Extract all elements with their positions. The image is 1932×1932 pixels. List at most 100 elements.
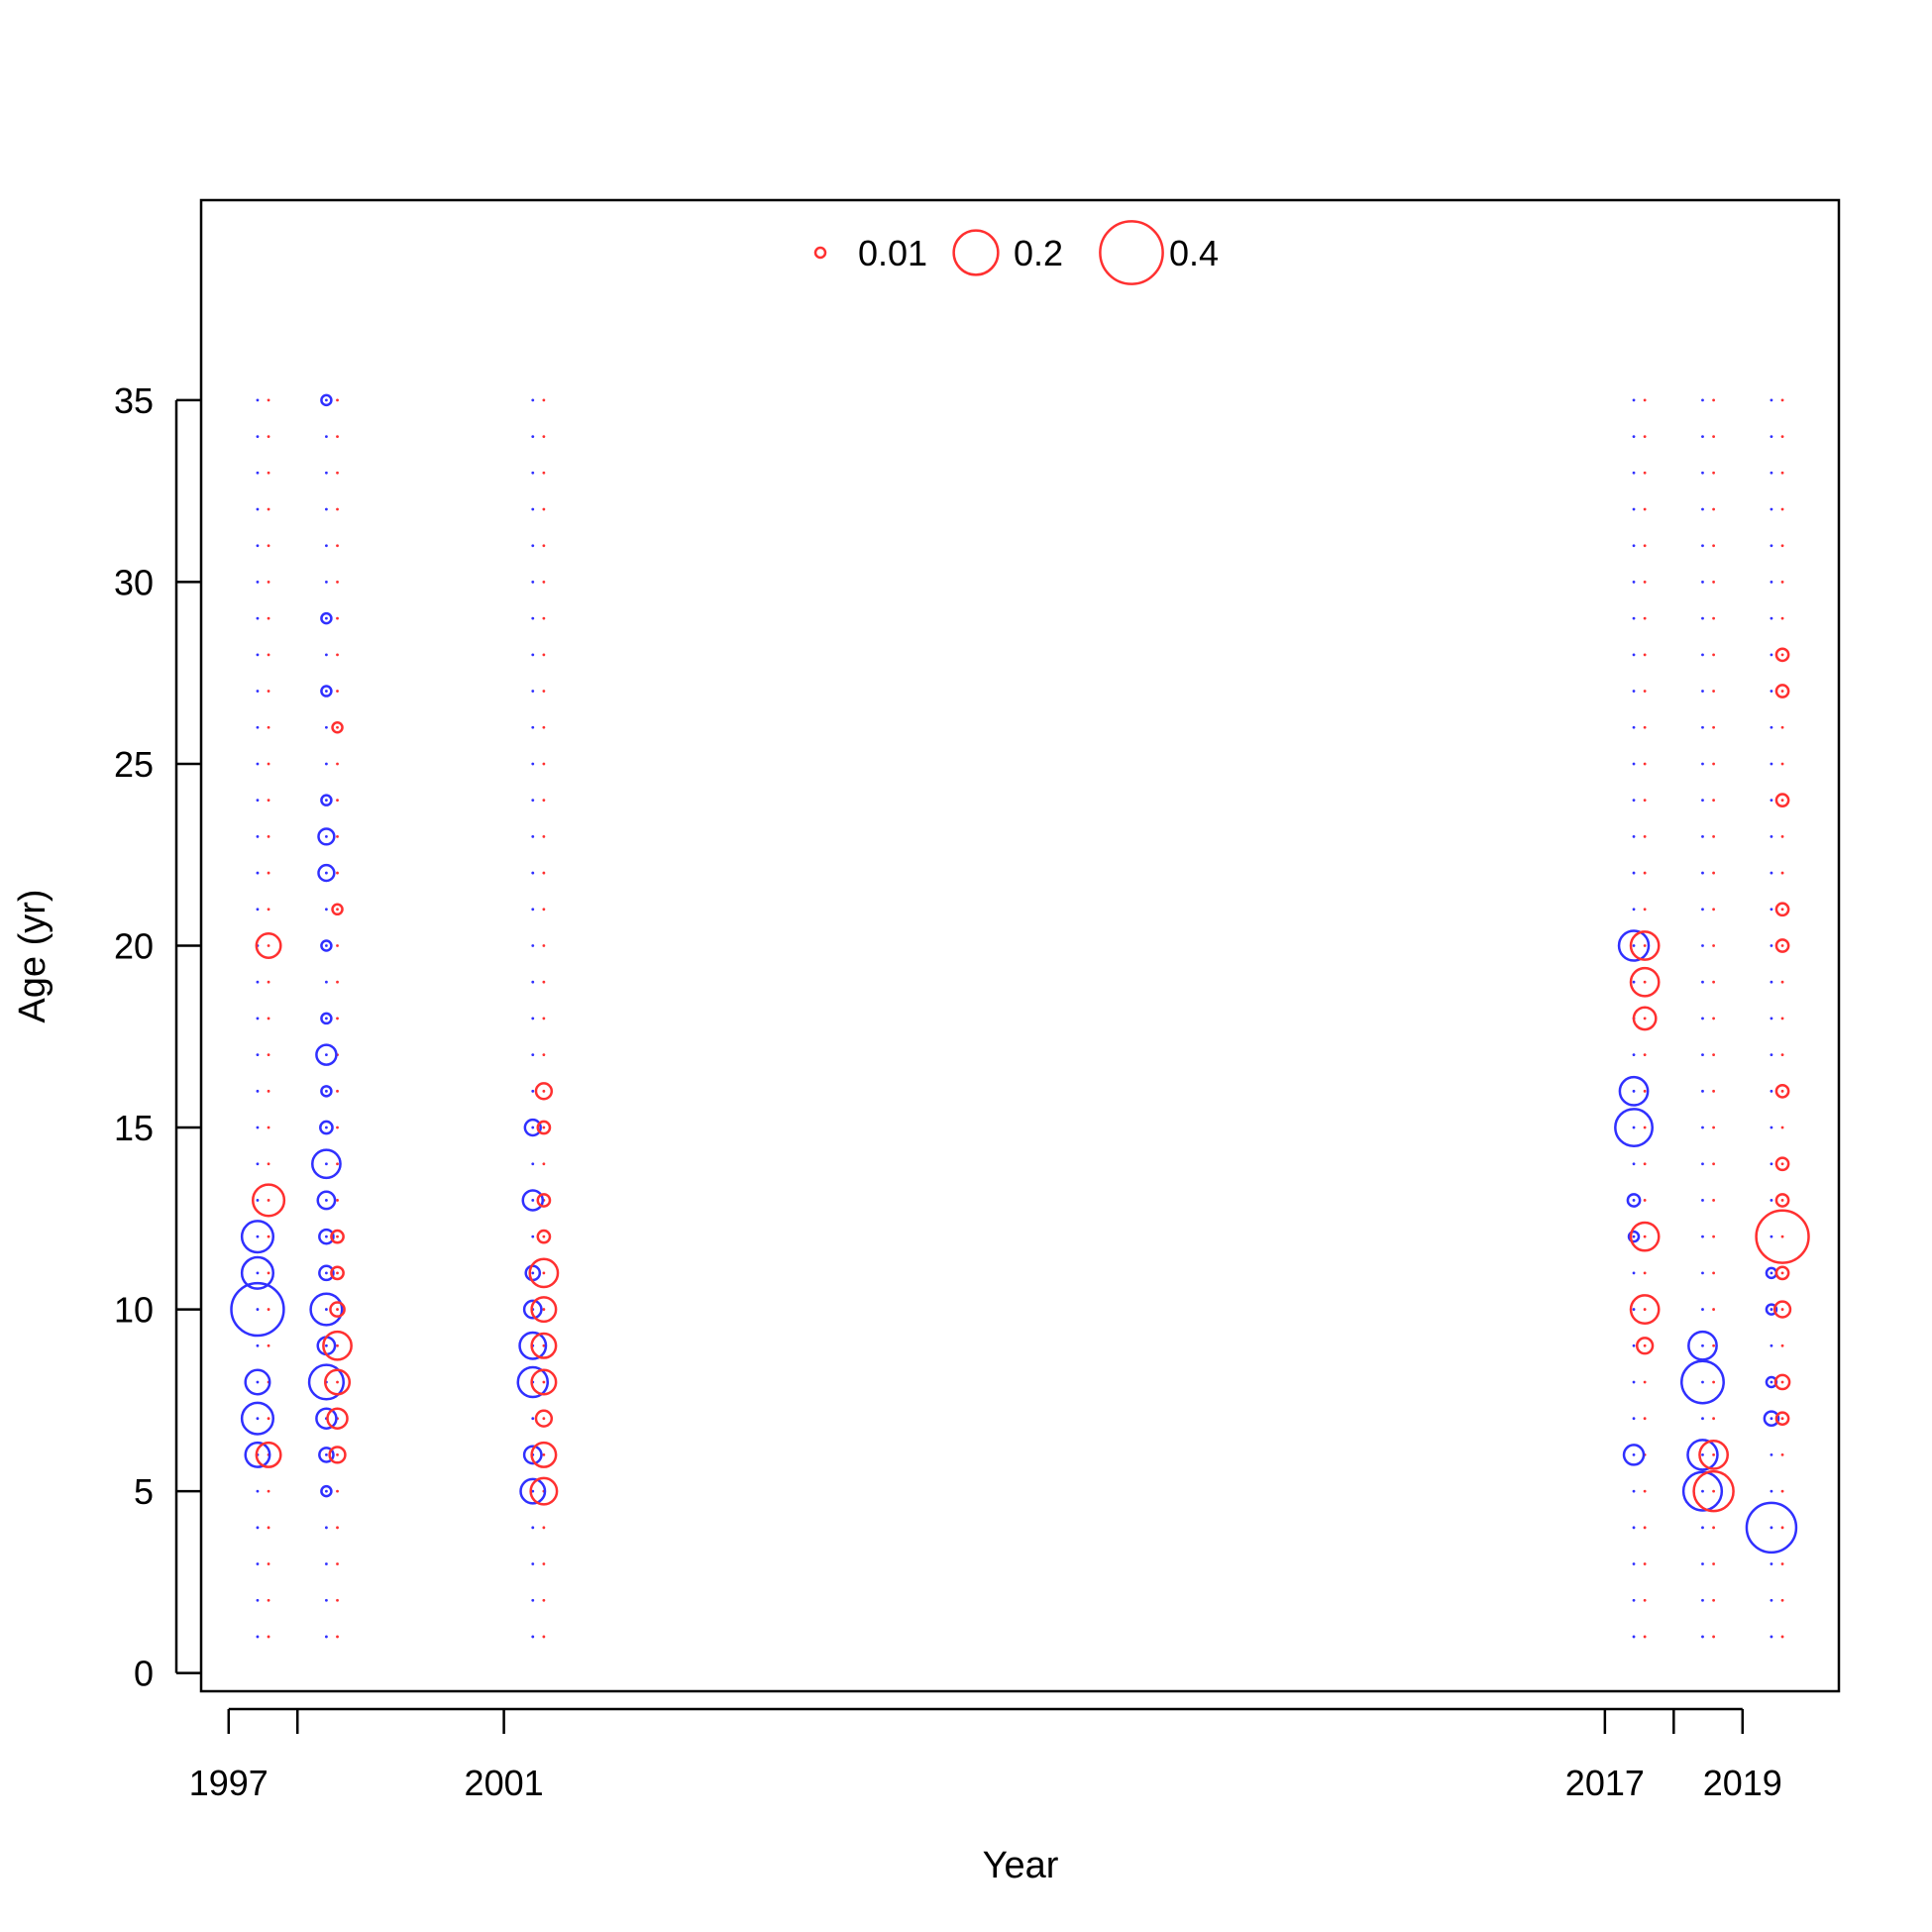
background-point: [1770, 1417, 1773, 1421]
background-point: [336, 1562, 339, 1565]
background-point: [531, 762, 535, 766]
background-point: [1701, 1635, 1704, 1639]
background-point: [542, 435, 546, 438]
background-point: [1770, 725, 1773, 729]
background-point: [531, 1017, 535, 1020]
background-point: [1643, 908, 1647, 912]
background-point: [1712, 1017, 1715, 1020]
background-point: [1780, 980, 1784, 984]
background-point: [1712, 1199, 1715, 1202]
background-point: [336, 1598, 339, 1602]
background-point: [1780, 581, 1784, 584]
background-point: [542, 1271, 546, 1275]
data-bubble: [320, 611, 333, 625]
data-bubble: [536, 1229, 552, 1244]
background-point: [256, 1199, 260, 1202]
background-point: [336, 653, 339, 657]
background-point: [1701, 1162, 1704, 1166]
background-point: [336, 616, 339, 620]
background-point: [1770, 398, 1773, 402]
x-tick-label: 2019: [1703, 1763, 1782, 1803]
y-tick-label: 5: [134, 1471, 154, 1512]
x-tick-label: 1997: [189, 1763, 268, 1803]
background-point: [1632, 690, 1636, 693]
background-point: [267, 1598, 270, 1602]
background-point: [1712, 544, 1715, 548]
y-tick-label: 20: [114, 926, 154, 967]
data-bubble: [1765, 1303, 1778, 1316]
background-point: [542, 944, 546, 947]
background-point: [1780, 398, 1784, 402]
background-point: [531, 581, 535, 584]
background-point: [256, 1126, 260, 1129]
data-bubble: [1774, 647, 1790, 663]
background-point: [1643, 1526, 1647, 1530]
background-point: [325, 1234, 328, 1238]
data-bubble: [322, 1330, 353, 1361]
data-bubble: [330, 1229, 345, 1244]
background-point: [1701, 398, 1704, 402]
background-point: [1780, 1308, 1784, 1311]
background-point: [336, 1126, 339, 1129]
legend-bubble: [1099, 220, 1164, 285]
background-point: [542, 398, 546, 402]
background-point: [256, 690, 260, 693]
background-point: [1632, 1162, 1636, 1166]
data-bubble: [309, 1292, 344, 1327]
background-point: [256, 1053, 260, 1057]
background-point: [336, 1308, 339, 1311]
background-point: [1643, 581, 1647, 584]
background-point: [256, 471, 260, 475]
background-point: [1701, 1417, 1704, 1421]
data-bubbles: [230, 393, 1810, 1555]
data-bubble: [522, 1445, 543, 1465]
data-bubble: [1617, 929, 1651, 962]
background-point: [542, 1453, 546, 1456]
data-bubble: [1681, 1470, 1724, 1512]
data-bubble: [1774, 1156, 1790, 1172]
background-point: [1632, 1380, 1636, 1384]
background-point: [256, 398, 260, 402]
background-point: [1632, 871, 1636, 875]
background-point: [1701, 980, 1704, 984]
legend-bubble: [813, 246, 827, 260]
background-point: [336, 1234, 339, 1238]
data-bubble: [320, 1484, 333, 1498]
background-point: [325, 435, 328, 438]
data-bubble: [331, 721, 344, 734]
background-point: [1780, 1017, 1784, 1020]
background-point: [1632, 980, 1636, 984]
background-point: [531, 653, 535, 657]
y-tick-label: 30: [114, 562, 154, 602]
background-point: [256, 1562, 260, 1565]
background-point: [1701, 944, 1704, 947]
background-point: [1632, 1417, 1636, 1421]
y-tick-label: 25: [114, 744, 154, 785]
background-point: [1701, 435, 1704, 438]
background-point: [1701, 1562, 1704, 1565]
background-point: [325, 690, 328, 693]
data-bubble: [1680, 1359, 1725, 1405]
background-point: [1712, 1417, 1715, 1421]
background-point: [1701, 1234, 1704, 1238]
background-point: [1643, 1199, 1647, 1202]
background-point: [336, 690, 339, 693]
data-bubble: [320, 1085, 333, 1098]
background-point: [256, 1526, 260, 1530]
data-bubble: [244, 1368, 271, 1396]
background-point: [531, 908, 535, 912]
background-point: [531, 799, 535, 803]
background-point: [531, 435, 535, 438]
background-point: [1712, 398, 1715, 402]
x-axis-label: Year: [983, 1845, 1059, 1886]
background-point: [267, 834, 270, 838]
background-point: [1643, 544, 1647, 548]
background-point: [531, 1417, 535, 1421]
background-point: [1770, 1380, 1773, 1384]
background-point: [336, 762, 339, 766]
data-bubble: [1629, 1294, 1661, 1325]
background-point: [1780, 799, 1784, 803]
background-point: [336, 980, 339, 984]
